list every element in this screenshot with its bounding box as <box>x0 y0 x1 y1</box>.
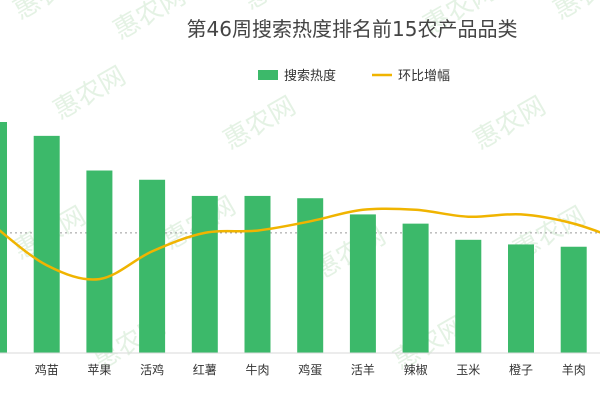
bar-羊肉 <box>560 246 587 353</box>
watermark-text: 惠农网 <box>109 0 192 46</box>
x-tick-label: 鸡苗 <box>35 362 59 377</box>
bar-鸡苗 <box>33 135 60 353</box>
x-tick-label: 红薯 <box>193 362 217 377</box>
bar-牛肉 <box>244 195 271 353</box>
x-tick-label: 辣椒 <box>404 363 428 377</box>
bar-series <box>0 122 587 353</box>
bar-活鸡 <box>139 179 166 353</box>
x-tick-label: 活羊 <box>351 362 375 377</box>
bar-partial <box>0 122 7 353</box>
bar-活羊 <box>349 214 376 353</box>
x-tick-label: 鸡蛋 <box>298 362 322 377</box>
watermark-text: 惠农网 <box>9 0 92 26</box>
bar-玉米 <box>455 239 482 353</box>
bar-辣椒 <box>402 223 429 353</box>
bar-苹果 <box>86 170 113 353</box>
watermark-text: 惠农网 <box>239 0 322 16</box>
watermark-text: 惠农网 <box>469 91 552 156</box>
watermark-text: 惠农网 <box>219 91 302 156</box>
legend-label-bar: 搜索热度 <box>284 68 336 84</box>
x-axis-ticks: 鸡苗 苹果 活鸡 红薯 牛肉 鸡蛋 活羊 辣椒 玉米 橙子 羊肉 <box>35 362 586 377</box>
x-tick-label: 橙子 <box>509 362 533 377</box>
x-tick-label: 羊肉 <box>562 362 586 377</box>
x-tick-label: 苹果 <box>87 363 111 377</box>
legend-label-line: 环比增幅 <box>398 69 450 84</box>
bar-红薯 <box>191 195 218 353</box>
watermark-text: 惠农网 <box>549 0 600 26</box>
legend-swatch-bar <box>258 70 278 80</box>
x-tick-label: 活鸡 <box>140 362 164 377</box>
trend-line <box>0 207 600 281</box>
x-tick-label: 牛肉 <box>245 362 269 377</box>
bar-橙子 <box>508 244 534 353</box>
chart-title: 第46周搜索热度排名前15农产品品类 <box>187 17 518 41</box>
x-tick-label: 玉米 <box>456 363 480 377</box>
watermark-text: 惠农网 <box>49 61 132 126</box>
legend: 搜索热度 环比增幅 <box>258 68 450 84</box>
